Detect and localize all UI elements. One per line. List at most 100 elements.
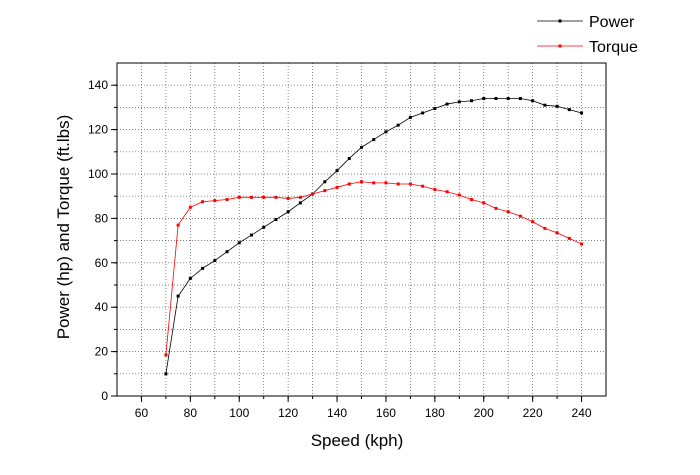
torque-point bbox=[323, 189, 327, 193]
x-tick-label: 240 bbox=[572, 406, 592, 420]
power-point bbox=[225, 250, 229, 254]
torque-point bbox=[176, 223, 180, 227]
torque-point bbox=[360, 180, 363, 184]
power-point bbox=[384, 130, 388, 134]
power-series bbox=[164, 97, 584, 376]
legend-power-marker bbox=[558, 19, 562, 23]
x-axis-title: Speed (kph) bbox=[311, 431, 404, 450]
torque-point bbox=[445, 190, 449, 194]
x-tick-label: 60 bbox=[135, 406, 149, 420]
torque-point bbox=[421, 184, 425, 188]
torque-point bbox=[335, 185, 339, 189]
torque-point bbox=[518, 214, 522, 218]
torque-point bbox=[433, 188, 437, 192]
legend: Power Torque bbox=[537, 14, 638, 56]
power-point bbox=[506, 97, 510, 101]
power-point bbox=[470, 99, 474, 103]
power-point bbox=[237, 241, 241, 245]
grid-lines bbox=[117, 63, 606, 396]
torque-point bbox=[164, 353, 168, 357]
power-point bbox=[433, 107, 437, 111]
torque-point bbox=[506, 210, 510, 214]
power-point bbox=[543, 103, 547, 107]
torque-point bbox=[543, 226, 547, 230]
torque-point bbox=[188, 205, 192, 209]
power-point bbox=[518, 97, 522, 101]
torque-point bbox=[286, 196, 290, 200]
power-point bbox=[555, 104, 559, 108]
power-point bbox=[164, 372, 168, 376]
power-point bbox=[249, 233, 253, 237]
torque-point bbox=[457, 193, 461, 197]
y-tick-label: 20 bbox=[95, 345, 109, 359]
legend-torque-marker bbox=[558, 44, 562, 48]
torque-point bbox=[580, 242, 584, 246]
x-axis: 60 80 100 120 140 160 180 200 220 240 bbox=[135, 396, 592, 420]
x-tick-label: 200 bbox=[474, 406, 494, 420]
y-tick-label: 140 bbox=[88, 78, 108, 92]
torque-point bbox=[237, 195, 241, 199]
torque-point bbox=[555, 231, 559, 235]
torque-point bbox=[396, 182, 400, 186]
y-tick-label: 120 bbox=[88, 123, 108, 137]
power-point bbox=[335, 169, 339, 173]
torque-series bbox=[164, 180, 584, 357]
y-axis-title: Power (hp) and Torque (ft.lbs) bbox=[54, 115, 73, 340]
power-point bbox=[482, 97, 486, 101]
torque-point bbox=[225, 198, 229, 202]
power-point bbox=[445, 102, 449, 106]
torque-point bbox=[408, 182, 412, 186]
power-point bbox=[286, 210, 290, 214]
torque-point bbox=[482, 201, 486, 205]
x-tick-label: 180 bbox=[425, 406, 445, 420]
power-point bbox=[176, 294, 180, 298]
torque-point bbox=[274, 195, 278, 199]
x-tick-label: 220 bbox=[523, 406, 543, 420]
torque-point bbox=[201, 200, 205, 204]
y-tick-label: 0 bbox=[101, 389, 108, 403]
torque-point bbox=[347, 182, 351, 186]
power-point bbox=[323, 180, 327, 184]
torque-point bbox=[249, 195, 253, 199]
y-tick-label: 40 bbox=[95, 300, 109, 314]
x-tick-label: 80 bbox=[184, 406, 198, 420]
power-point bbox=[188, 276, 192, 280]
power-point bbox=[274, 218, 278, 222]
power-point bbox=[567, 108, 571, 112]
series-layer bbox=[164, 97, 584, 376]
torque-point bbox=[567, 236, 571, 240]
torque-point bbox=[470, 198, 474, 202]
power-point bbox=[298, 201, 302, 205]
power-point bbox=[201, 266, 205, 270]
torque-line bbox=[165, 181, 582, 355]
torque-point bbox=[494, 206, 498, 210]
power-point bbox=[396, 123, 400, 127]
torque-point bbox=[311, 192, 315, 196]
torque-point bbox=[298, 195, 302, 199]
y-tick-label: 80 bbox=[95, 211, 109, 225]
power-point bbox=[408, 115, 412, 119]
y-tick-label: 100 bbox=[88, 167, 108, 181]
power-point bbox=[580, 111, 584, 115]
plot-frame bbox=[116, 62, 607, 397]
y-tick-label: 60 bbox=[95, 256, 109, 270]
power-point bbox=[457, 100, 461, 104]
torque-point bbox=[384, 181, 388, 185]
power-point bbox=[494, 97, 498, 101]
power-point bbox=[213, 259, 217, 263]
y-axis: 0 20 40 60 80 100 120 140 bbox=[88, 78, 117, 403]
x-tick-label: 140 bbox=[327, 406, 347, 420]
x-tick-label: 120 bbox=[278, 406, 298, 420]
torque-point bbox=[262, 195, 266, 199]
torque-point bbox=[531, 220, 535, 224]
torque-point bbox=[213, 199, 217, 203]
power-point bbox=[372, 138, 376, 142]
torque-point bbox=[372, 181, 376, 185]
power-point bbox=[360, 145, 363, 149]
power-point bbox=[262, 225, 266, 229]
x-tick-label: 100 bbox=[229, 406, 249, 420]
legend-torque-label: Torque bbox=[589, 39, 638, 56]
legend-power-label: Power bbox=[589, 14, 635, 31]
x-tick-label: 160 bbox=[376, 406, 396, 420]
